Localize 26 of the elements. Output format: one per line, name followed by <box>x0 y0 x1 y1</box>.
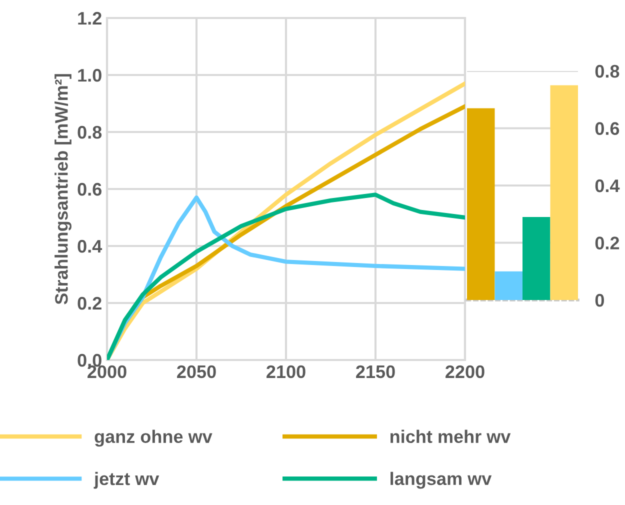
y-tick-label: 0.6 <box>595 122 620 135</box>
y-tick-label: 0.0 <box>78 354 102 367</box>
legend-label: ganz ohne wv <box>94 430 212 447</box>
legend-label: nicht mehr wv <box>390 430 511 443</box>
y-tick-label: 0.6 <box>78 182 102 196</box>
x-tick-label: 2000 <box>88 365 126 378</box>
y-tick-label: 0.4 <box>78 240 102 253</box>
bar <box>522 216 550 300</box>
x-tick-label: 2150 <box>356 365 395 378</box>
y-axis-title: Strahlungsantrieb [mW/m²] <box>54 74 72 304</box>
legend-label: langsam wv <box>390 472 492 489</box>
y-tick-label: 1.2 <box>78 12 102 25</box>
y-tick-label: 0.2 <box>595 236 620 250</box>
y-tick-label: 0 <box>595 294 604 307</box>
y-tick-label: 0.8 <box>595 64 620 78</box>
y-tick-label: 0.8 <box>78 126 102 139</box>
bar <box>467 108 495 300</box>
bar <box>550 85 578 300</box>
x-tick-label: 2200 <box>446 365 484 378</box>
y-tick-label: 1.0 <box>78 68 102 82</box>
y-tick-label: 0.2 <box>78 296 102 310</box>
legend-label: jetzt wv <box>94 472 160 489</box>
bar <box>494 271 522 300</box>
y-tick-label: 0.4 <box>595 179 620 192</box>
x-tick-label: 2100 <box>266 365 306 378</box>
x-tick-label: 2050 <box>177 365 216 378</box>
